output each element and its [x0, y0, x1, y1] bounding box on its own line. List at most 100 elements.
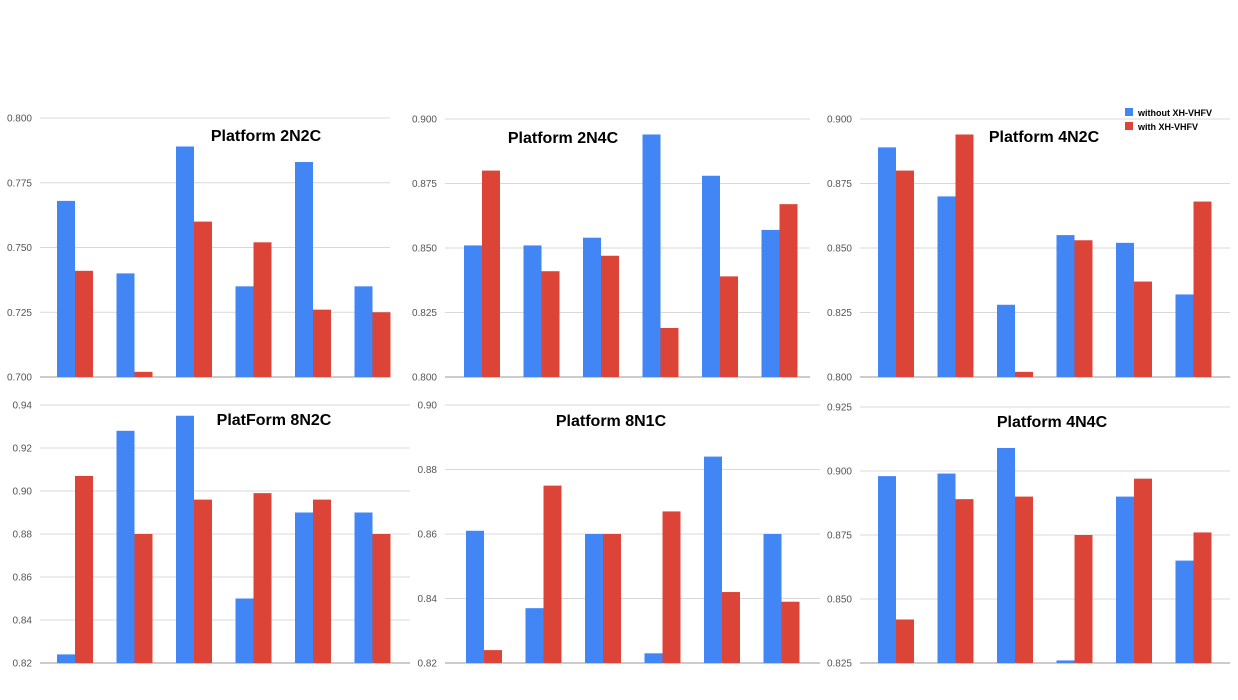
y-tick-label: 0.84	[418, 594, 438, 605]
bar-with-xh-vhfv	[484, 650, 502, 663]
legend: without XH-VHFV with XH-VHFV	[1125, 108, 1212, 132]
y-tick-label: 0.850	[412, 244, 437, 255]
bar-without-xh-vhfv	[763, 534, 782, 663]
bar-without-xh-vhfv	[57, 200, 75, 377]
chart-panel: 0.825 0.850 0.875 0.900 0.925 Platform 4N4C	[827, 403, 1230, 670]
bar-with-xh-vhfv	[1074, 535, 1093, 663]
bar-with-xh-vhfv	[543, 485, 562, 663]
bar-without-xh-vhfv	[354, 286, 373, 377]
y-tick-label: 0.900	[827, 467, 852, 478]
bar-without-xh-vhfv	[1175, 294, 1194, 377]
bar-with-xh-vhfv	[779, 204, 798, 377]
bar-without-xh-vhfv	[761, 229, 780, 377]
legend-label-with: with XH-VHFV	[1137, 122, 1198, 132]
legend-swatch-with	[1125, 122, 1133, 130]
y-tick-label: 0.725	[7, 308, 32, 319]
bar-without-xh-vhfv	[704, 456, 722, 663]
bar-with-xh-vhfv	[1015, 371, 1033, 377]
chart-title: Platform 4N4C	[997, 414, 1108, 431]
y-tick-label: 0.88	[13, 530, 33, 541]
y-tick-label: 0.850	[827, 595, 852, 606]
y-tick-label: 0.800	[412, 373, 437, 384]
bar-with-xh-vhfv	[955, 499, 974, 663]
bar-without-xh-vhfv	[295, 162, 313, 377]
bar-with-xh-vhfv	[720, 276, 738, 377]
bar-with-xh-vhfv	[313, 309, 331, 377]
bar-with-xh-vhfv	[372, 312, 391, 377]
bar-without-xh-vhfv	[878, 476, 896, 663]
y-tick-label: 0.850	[827, 244, 852, 255]
bar-with-xh-vhfv	[253, 493, 272, 663]
chart-title: Platform 8N1C	[556, 413, 667, 430]
bar-without-xh-vhfv	[583, 237, 601, 377]
chart-title: Platform 2N2C	[211, 128, 322, 145]
bar-with-xh-vhfv	[781, 601, 800, 663]
legend-swatch-without	[1125, 108, 1133, 116]
bar-without-xh-vhfv	[644, 653, 663, 663]
chart-panel: 0.82 0.84 0.86 0.88 0.90 Platform 8N1C	[418, 401, 820, 670]
y-tick-label: 0.94	[13, 401, 33, 412]
bar-with-xh-vhfv	[722, 592, 740, 663]
bar-without-xh-vhfv	[937, 473, 956, 663]
y-tick-label: 0.88	[418, 465, 438, 476]
chart-panel: 0.700 0.725 0.750 0.775 0.800 Platform 2N2C	[7, 114, 391, 384]
bar-without-xh-vhfv	[176, 146, 194, 377]
bar-without-xh-vhfv	[116, 430, 135, 663]
bar-with-xh-vhfv	[1015, 496, 1033, 663]
y-tick-label: 0.875	[827, 531, 852, 542]
bar-without-xh-vhfv	[937, 196, 956, 377]
y-tick-label: 0.825	[827, 659, 852, 670]
bar-with-xh-vhfv	[955, 134, 974, 377]
bar-with-xh-vhfv	[75, 475, 93, 663]
y-tick-label: 0.82	[13, 659, 33, 670]
bar-with-xh-vhfv	[372, 534, 391, 663]
bar-without-xh-vhfv	[295, 512, 313, 663]
bar-without-xh-vhfv	[642, 134, 661, 377]
y-tick-label: 0.86	[418, 530, 438, 541]
bar-with-xh-vhfv	[541, 271, 560, 377]
bar-with-xh-vhfv	[1193, 201, 1212, 377]
legend-label-without: without XH-VHFV	[1137, 108, 1212, 118]
bar-with-xh-vhfv	[134, 534, 153, 663]
bar-without-xh-vhfv	[464, 245, 482, 377]
bar-with-xh-vhfv	[1134, 478, 1152, 663]
y-tick-label: 0.90	[418, 401, 438, 412]
bar-with-xh-vhfv	[194, 499, 212, 663]
y-tick-label: 0.84	[13, 616, 33, 627]
bar-without-xh-vhfv	[878, 147, 896, 377]
bar-without-xh-vhfv	[354, 512, 373, 663]
bar-with-xh-vhfv	[601, 255, 619, 377]
bar-without-xh-vhfv	[523, 245, 542, 377]
bar-without-xh-vhfv	[1056, 235, 1075, 377]
bar-with-xh-vhfv	[194, 221, 212, 377]
y-tick-label: 0.750	[7, 243, 32, 254]
chart-title: Platform 2N4C	[508, 130, 619, 147]
chart-panel: 0.800 0.825 0.850 0.875 0.900 Platform 2N4C	[412, 115, 810, 384]
bar-without-xh-vhfv	[1116, 496, 1134, 663]
bar-with-xh-vhfv	[662, 511, 681, 663]
bar-without-xh-vhfv	[1175, 560, 1194, 663]
chart-panel: 0.800 0.825 0.850 0.875 0.900 Platform 4N2C	[827, 115, 1230, 384]
bar-with-xh-vhfv	[603, 534, 621, 663]
y-tick-label: 0.92	[13, 444, 33, 455]
bar-without-xh-vhfv	[1056, 660, 1075, 663]
bar-without-xh-vhfv	[235, 598, 254, 663]
bar-with-xh-vhfv	[896, 619, 914, 663]
bar-with-xh-vhfv	[313, 499, 331, 663]
bar-without-xh-vhfv	[997, 304, 1015, 377]
chart-title: PlatForm 8N2C	[217, 412, 332, 429]
y-tick-label: 0.825	[412, 308, 437, 319]
y-tick-label: 0.875	[827, 179, 852, 190]
y-tick-label: 0.875	[412, 179, 437, 190]
bar-with-xh-vhfv	[896, 170, 914, 377]
bar-without-xh-vhfv	[116, 273, 135, 377]
bar-without-xh-vhfv	[997, 447, 1015, 663]
y-tick-label: 0.925	[827, 403, 852, 414]
bar-without-xh-vhfv	[585, 534, 603, 663]
y-tick-label: 0.900	[412, 115, 437, 126]
bar-with-xh-vhfv	[482, 170, 500, 377]
y-tick-label: 0.800	[827, 373, 852, 384]
bar-without-xh-vhfv	[57, 654, 75, 663]
y-tick-label: 0.800	[7, 114, 32, 125]
